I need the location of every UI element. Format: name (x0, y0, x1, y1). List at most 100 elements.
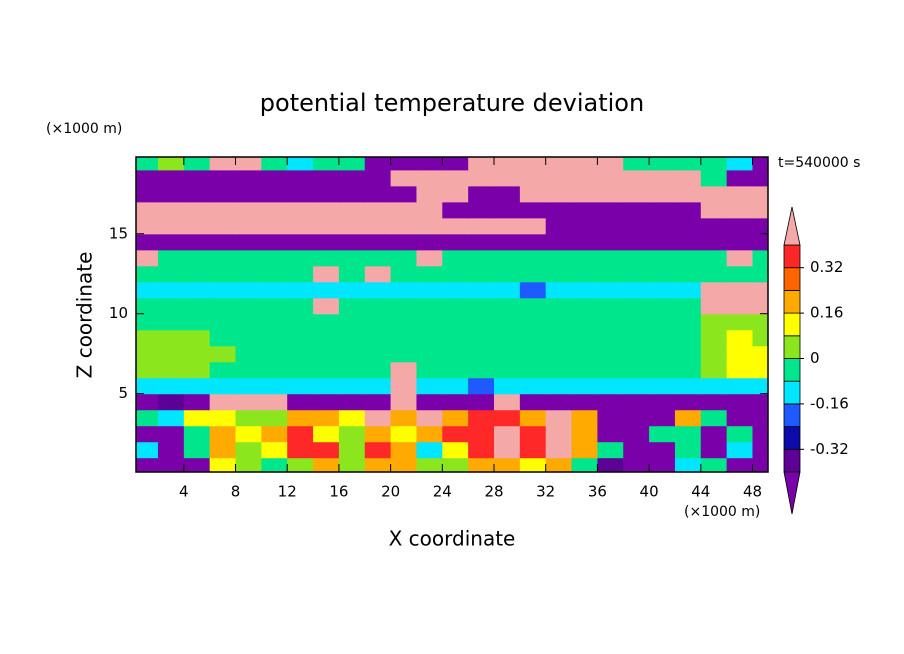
colorbar-box (783, 380, 801, 405)
field-cell (674, 313, 702, 331)
field-cell (700, 361, 728, 379)
field-cell (390, 329, 418, 347)
field-cell (545, 377, 573, 395)
field-cell (726, 361, 754, 379)
field-cell (649, 393, 676, 411)
field-cell (442, 233, 469, 251)
field-cell (136, 409, 159, 427)
field-cell (597, 297, 624, 315)
field-cell (261, 265, 288, 283)
field-cell (235, 185, 262, 203)
field-cell (752, 249, 768, 267)
field-cell (700, 185, 728, 203)
field-cell (209, 361, 237, 379)
field-cell (649, 345, 676, 363)
field-cell (597, 249, 624, 267)
field-cell (494, 425, 521, 443)
field-cell (364, 217, 392, 235)
field-cell (287, 313, 314, 331)
x-axis-label: X coordinate (389, 527, 516, 551)
field-cell (364, 313, 392, 331)
field-cell (183, 185, 211, 203)
field-cell (390, 393, 418, 411)
field-cell (287, 377, 314, 395)
field-cell (183, 313, 211, 331)
field-cell (261, 329, 288, 347)
field-cell (752, 409, 768, 427)
field-cell (157, 157, 185, 171)
field-cell (519, 377, 547, 395)
field-cell (261, 377, 288, 395)
field-cell (468, 157, 495, 171)
field-cell (545, 425, 573, 443)
field-cell (338, 425, 366, 443)
field-cell (468, 361, 495, 379)
field-cell (442, 329, 469, 347)
field-cell (136, 345, 159, 363)
colorbar-box (783, 244, 801, 269)
field-cell (183, 217, 211, 235)
field-cell (752, 393, 768, 411)
field-cell (468, 217, 495, 235)
field-cell (597, 393, 624, 411)
colorbar-box (783, 358, 801, 382)
field-cell (416, 249, 443, 267)
field-cell (338, 217, 366, 235)
field-cell (364, 441, 392, 459)
y-tick-label: 5 (118, 384, 128, 402)
overlay: 4 8 12 16 20 24 28 32 36 40 44 48510150.320.160-0.1… (109, 156, 849, 515)
field-cell (597, 409, 624, 427)
field-cell (287, 329, 314, 347)
field-cell (571, 265, 598, 283)
field-cell (623, 393, 650, 411)
field-cell (571, 249, 598, 267)
field-cell (597, 457, 624, 472)
field-cell (674, 185, 702, 203)
field-cell (700, 265, 728, 283)
field-cell (183, 441, 211, 459)
field-cell (157, 185, 185, 203)
field-cell (209, 297, 237, 315)
field-cell (674, 217, 702, 235)
chart-title: potential temperature deviation (260, 89, 644, 117)
field-cell (700, 169, 728, 187)
field-cell (597, 329, 624, 347)
field-cell (623, 281, 650, 299)
field-cell (700, 377, 728, 395)
field-cell (416, 265, 443, 283)
field-cell (674, 409, 702, 427)
field-cell (545, 409, 573, 427)
x-tick-label: 12 (278, 483, 297, 501)
field-cell (571, 457, 598, 472)
field-cell (313, 233, 340, 251)
field-cell (649, 249, 676, 267)
field-cell (183, 377, 211, 395)
field-cell (674, 281, 702, 299)
field-cell (183, 297, 211, 315)
field-cell (313, 313, 340, 331)
field-cell (752, 457, 768, 472)
field-cell (183, 425, 211, 443)
field-cell (157, 297, 185, 315)
field-cell (416, 169, 443, 187)
field-cell (623, 249, 650, 267)
field-cell (571, 377, 598, 395)
field-cell (752, 265, 768, 283)
field-cell (136, 281, 159, 299)
field-cell (623, 217, 650, 235)
field-cell (494, 249, 521, 267)
x-tick-label: 8 (231, 483, 241, 501)
field-cell (752, 217, 768, 235)
field-cell (338, 233, 366, 251)
field-cell (700, 329, 728, 347)
field-cell (313, 217, 340, 235)
field-cell (416, 425, 443, 443)
field-cell (390, 281, 418, 299)
field-cell (519, 265, 547, 283)
field-cell (416, 297, 443, 315)
field-cell (468, 329, 495, 347)
field-cell (416, 313, 443, 331)
field-cell (468, 409, 495, 427)
field-cell (338, 345, 366, 363)
field-cell (313, 425, 340, 443)
